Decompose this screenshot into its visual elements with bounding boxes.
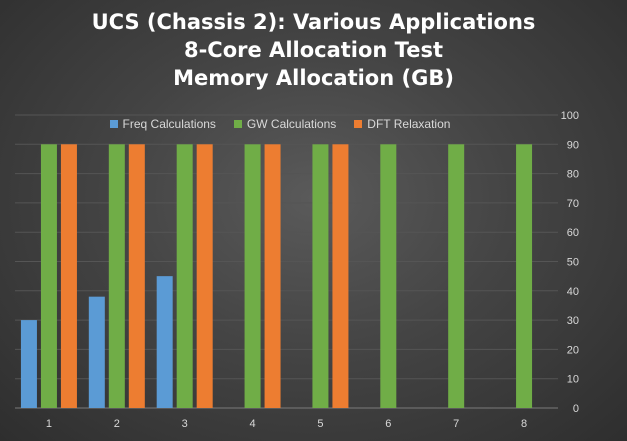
y-tick-label: 100 (561, 110, 579, 122)
x-tick-label: 1 (46, 418, 52, 430)
chart-title-line-2: 8-Core Allocation Test (183, 38, 443, 62)
bar-gw-7 (448, 144, 465, 409)
chart-legend: Freq Calculations GW Calculations DFT Re… (0, 117, 560, 131)
bar-gw-6 (380, 144, 397, 409)
x-tick-label: 6 (385, 418, 391, 430)
legend-swatch-freq (109, 120, 118, 128)
y-tick-label: 30 (567, 315, 579, 327)
chart-title-line-1: UCS (Chassis 2): Various Applications (91, 10, 536, 34)
y-tick-label: 80 (567, 169, 579, 181)
legend-item-dft: DFT Relaxation (354, 117, 450, 131)
bar-dft-4 (264, 144, 281, 409)
bar-freq-2 (88, 296, 105, 408)
bar-dft-5 (332, 144, 349, 409)
chart-title-line-3: Memory Allocation (GB) (173, 66, 454, 90)
legend-label-freq: Freq Calculations (122, 117, 216, 131)
x-tick-label: 8 (521, 418, 527, 430)
y-tick-label: 60 (567, 227, 579, 239)
y-tick-label: 90 (567, 139, 579, 151)
bar-gw-8 (516, 144, 533, 409)
bar-gw-3 (176, 144, 193, 409)
legend-swatch-gw (233, 120, 242, 128)
bar-freq-3 (156, 276, 173, 408)
bar-dft-3 (196, 144, 213, 409)
x-tick-label: 5 (317, 418, 323, 430)
bar-gw-4 (244, 144, 261, 409)
y-tick-label: 70 (567, 198, 579, 210)
bar-dft-1 (60, 144, 77, 409)
x-tick-label: 2 (114, 418, 120, 430)
x-tick-label: 4 (250, 418, 256, 430)
x-tick-label: 3 (182, 418, 188, 430)
y-tick-label: 40 (567, 286, 579, 298)
bar-dft-2 (128, 144, 145, 409)
legend-label-gw: GW Calculations (246, 117, 337, 131)
y-tick-label: 10 (567, 374, 579, 386)
bar-gw-1 (40, 144, 57, 409)
x-tick-label: 7 (453, 418, 459, 430)
legend-item-gw: GW Calculations (233, 117, 337, 131)
bar-gw-2 (108, 144, 125, 409)
legend-label-dft: DFT Relaxation (367, 117, 451, 131)
legend-swatch-dft (354, 120, 363, 128)
y-tick-label: 0 (573, 403, 579, 415)
bar-gw-5 (312, 144, 329, 409)
legend-item-freq: Freq Calculations (109, 117, 216, 131)
bar-freq-1 (20, 320, 37, 408)
y-tick-label: 50 (567, 257, 579, 269)
y-tick-label: 20 (567, 344, 579, 356)
